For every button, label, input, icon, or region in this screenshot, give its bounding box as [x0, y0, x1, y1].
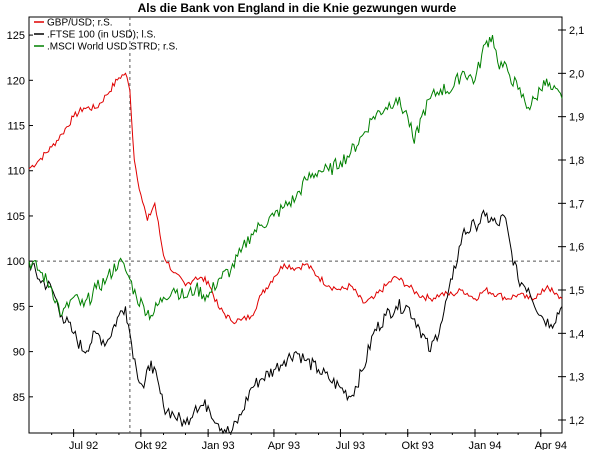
- left-tick-label: 120: [7, 75, 25, 87]
- right-tick-label: 1,7: [569, 198, 584, 210]
- series-line-3: [28, 35, 563, 321]
- right-tick-label: 1,3: [569, 372, 584, 384]
- left-tick-label: 85: [13, 392, 25, 404]
- right-tick-label: 1,2: [569, 415, 584, 427]
- series-group: [28, 35, 563, 435]
- legend: GBP/USD; r.S..FTSE 100 (in USD); l.S..MS…: [34, 18, 178, 53]
- x-tick-label: Jul 93: [336, 440, 365, 450]
- x-tick-label: Apr 94: [535, 440, 567, 450]
- right-tick-label: 2,1: [569, 25, 584, 37]
- left-tick-label: 100: [7, 256, 25, 268]
- reference-lines: [29, 17, 562, 433]
- left-tick-label: 110: [7, 166, 25, 178]
- left-tick-label: 95: [13, 301, 25, 313]
- x-tick-label: Jan 93: [202, 440, 235, 450]
- chart-title: Als die Bank von England in die Knie gez…: [138, 1, 457, 15]
- right-tick-label: 2,0: [569, 68, 584, 80]
- left-tick-label: 115: [7, 121, 25, 133]
- right-tick-label: 1,8: [569, 155, 584, 167]
- series-line-2: [28, 209, 563, 435]
- x-tick-label: Jan 94: [468, 440, 501, 450]
- series-line-1: [28, 72, 563, 325]
- right-tick-label: 1,6: [569, 242, 584, 254]
- right-axis: 1,2 1,3 1,4 1,5 1,6 1,7 1,8 1,9 2,0 2,1: [558, 25, 584, 427]
- left-tick-label: 105: [7, 211, 25, 223]
- right-tick-label: 1,4: [569, 328, 584, 340]
- left-tick-label: 125: [7, 30, 25, 42]
- x-tick-label: Okt 92: [135, 440, 167, 450]
- x-tick-label: Jul 92: [69, 440, 98, 450]
- legend-label-1: GBP/USD; r.S.: [47, 18, 113, 29]
- right-tick-label: 1,9: [569, 112, 584, 124]
- left-tick-label: 90: [13, 347, 25, 359]
- legend-label-3: .MSCI World USD STRD; r.S.: [47, 42, 178, 53]
- x-tick-label: Apr 93: [268, 440, 300, 450]
- x-axis: Jul 92 Okt 92 Jan 93 Apr 93 Jul 93 Okt 93 Jan …: [51, 429, 567, 450]
- x-tick-label: Okt 93: [402, 440, 434, 450]
- legend-label-2: .FTSE 100 (in USD); l.S.: [47, 30, 156, 41]
- right-tick-label: 1,5: [569, 285, 584, 297]
- left-axis: 85 90 95 100 105 110 115 120 125: [7, 30, 33, 404]
